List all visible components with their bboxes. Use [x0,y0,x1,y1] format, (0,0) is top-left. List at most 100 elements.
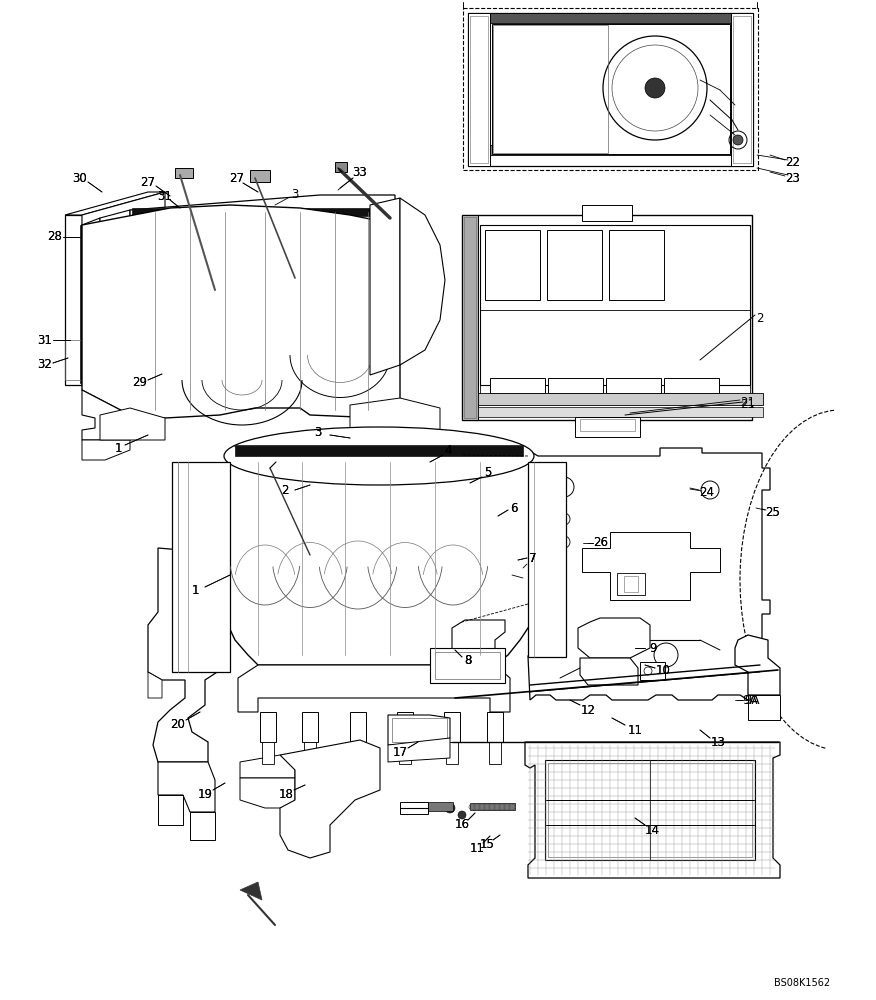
Bar [548,378,603,393]
Bar [580,419,635,431]
Text: 21: 21 [740,396,755,410]
Bar [606,378,661,393]
Polygon shape [400,198,445,365]
Text: 27: 27 [140,176,156,188]
Polygon shape [100,210,130,358]
Text: 29: 29 [132,376,147,389]
Bar [397,712,413,742]
Bar [392,718,447,742]
Circle shape [458,811,466,819]
Polygon shape [65,215,82,385]
Text: 11: 11 [627,724,642,736]
Bar [485,230,540,300]
Text: 20: 20 [171,718,186,732]
Bar [463,8,758,170]
Text: 17: 17 [392,746,407,758]
Polygon shape [238,665,510,712]
Bar [302,712,318,742]
Text: 7: 7 [529,552,537,564]
Text: 1: 1 [191,584,199,596]
Polygon shape [400,430,440,458]
Text: 23: 23 [786,172,801,184]
Bar [493,25,608,153]
Bar [640,662,665,680]
Text: 1: 1 [114,442,122,454]
Text: 12: 12 [581,704,596,716]
Text: 10: 10 [655,664,670,676]
Text: 7: 7 [529,552,537,564]
Bar [415,802,453,811]
Text: 14: 14 [645,824,660,836]
Text: 3: 3 [314,426,321,438]
Bar [489,742,501,764]
Text: 3: 3 [292,188,299,202]
Text: 12: 12 [581,704,596,716]
Bar [446,742,458,764]
Text: 24: 24 [700,486,715,498]
Bar [664,378,719,393]
Text: 13: 13 [710,736,725,750]
Bar [464,217,476,418]
Circle shape [645,78,665,98]
Text: 13: 13 [710,736,725,750]
Polygon shape [388,715,450,745]
Text: 11: 11 [627,724,642,736]
Polygon shape [240,778,295,808]
Bar [545,760,755,860]
Text: 6: 6 [510,502,518,514]
Text: 30: 30 [73,172,88,184]
Text: 31: 31 [158,190,173,202]
Text: 27: 27 [230,172,244,184]
Polygon shape [240,755,295,778]
Polygon shape [370,198,400,375]
Circle shape [603,36,707,140]
Bar [547,230,602,300]
Text: 28: 28 [47,231,62,243]
Polygon shape [190,812,215,840]
Bar [468,13,490,166]
Bar [487,712,503,742]
Bar [480,310,750,395]
Text: 17: 17 [392,746,407,758]
Text: 10: 10 [655,664,670,676]
Bar [262,742,274,764]
Bar [470,16,488,163]
Text: 5: 5 [484,466,491,479]
Text: 15: 15 [479,838,494,852]
Bar [492,24,730,154]
Polygon shape [388,738,450,762]
Text: 31: 31 [38,334,53,347]
Text: 22: 22 [786,156,801,169]
Bar [490,378,545,393]
Polygon shape [148,672,162,698]
Text: 31: 31 [38,334,53,347]
Polygon shape [65,192,165,215]
Text: 11: 11 [470,842,484,854]
Text: 9A: 9A [742,694,758,706]
Text: 2: 2 [756,312,764,324]
Text: 18: 18 [279,788,293,802]
Bar [304,742,316,764]
Bar [525,568,535,589]
Text: 8: 8 [464,654,471,666]
Text: 27: 27 [230,172,244,184]
Polygon shape [350,398,440,430]
Bar [132,208,389,216]
Text: 16: 16 [455,818,470,832]
Polygon shape [130,195,395,248]
Bar [523,566,537,591]
Text: 26: 26 [594,536,609,550]
Text: 22: 22 [786,156,801,169]
Text: 23: 23 [786,172,801,184]
Bar [609,230,664,300]
Bar [444,712,460,742]
Bar [335,162,347,172]
Text: 21: 21 [740,398,755,412]
Bar [528,462,566,657]
Bar [462,215,752,420]
Polygon shape [158,762,215,812]
Bar [260,712,276,742]
Polygon shape [228,433,530,665]
Text: 2: 2 [281,484,289,496]
Text: 7: 7 [529,552,537,564]
